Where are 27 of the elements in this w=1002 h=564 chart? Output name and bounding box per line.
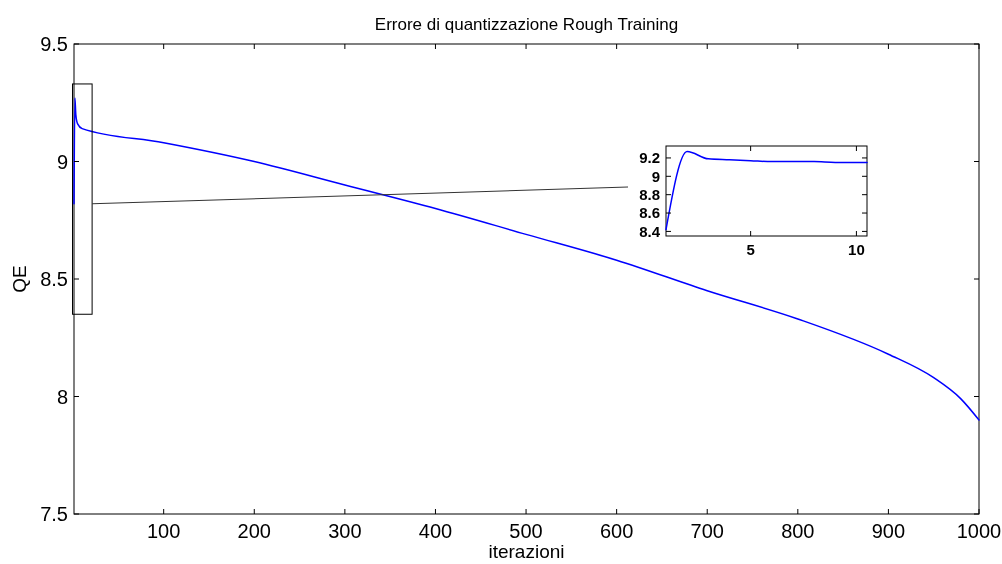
x-axis-title: iterazioni (488, 541, 565, 562)
y-tick-label: 9.5 (40, 33, 68, 55)
y-tick-label: 9.2 (639, 149, 660, 167)
x-tick-label: 800 (781, 520, 815, 542)
y-tick-label: 8 (56, 385, 68, 408)
x-tick-label: 200 (237, 520, 271, 542)
y-axis-title: QE (9, 265, 30, 293)
x-tick-label: 700 (690, 520, 724, 542)
x-tick-label: 500 (509, 520, 543, 542)
y-tick-label: 7.5 (40, 503, 68, 525)
x-tick-label: 300 (328, 520, 362, 542)
y-tick-label: 8.5 (40, 268, 68, 290)
line-series (73, 97, 980, 421)
x-tick-label: 100 (147, 520, 181, 542)
y-tick-label: 8.4 (639, 222, 661, 240)
x-tick-label: 1000 (956, 520, 1002, 542)
x-tick-label: 400 (418, 520, 453, 542)
y-tick-label: 8.6 (639, 204, 660, 222)
y-tick-label: 9 (651, 167, 660, 185)
y-tick-label: 8.8 (639, 185, 660, 203)
chart-title: Errore di quantizzazione Rough Training (374, 15, 679, 34)
x-tick-label: 5 (746, 241, 755, 258)
y-tick-label: 9 (56, 150, 68, 173)
x-tick-label: 600 (599, 520, 634, 542)
x-tick-label: 900 (871, 520, 906, 542)
x-tick-label: 10 (848, 241, 865, 258)
line-series (665, 150, 868, 231)
